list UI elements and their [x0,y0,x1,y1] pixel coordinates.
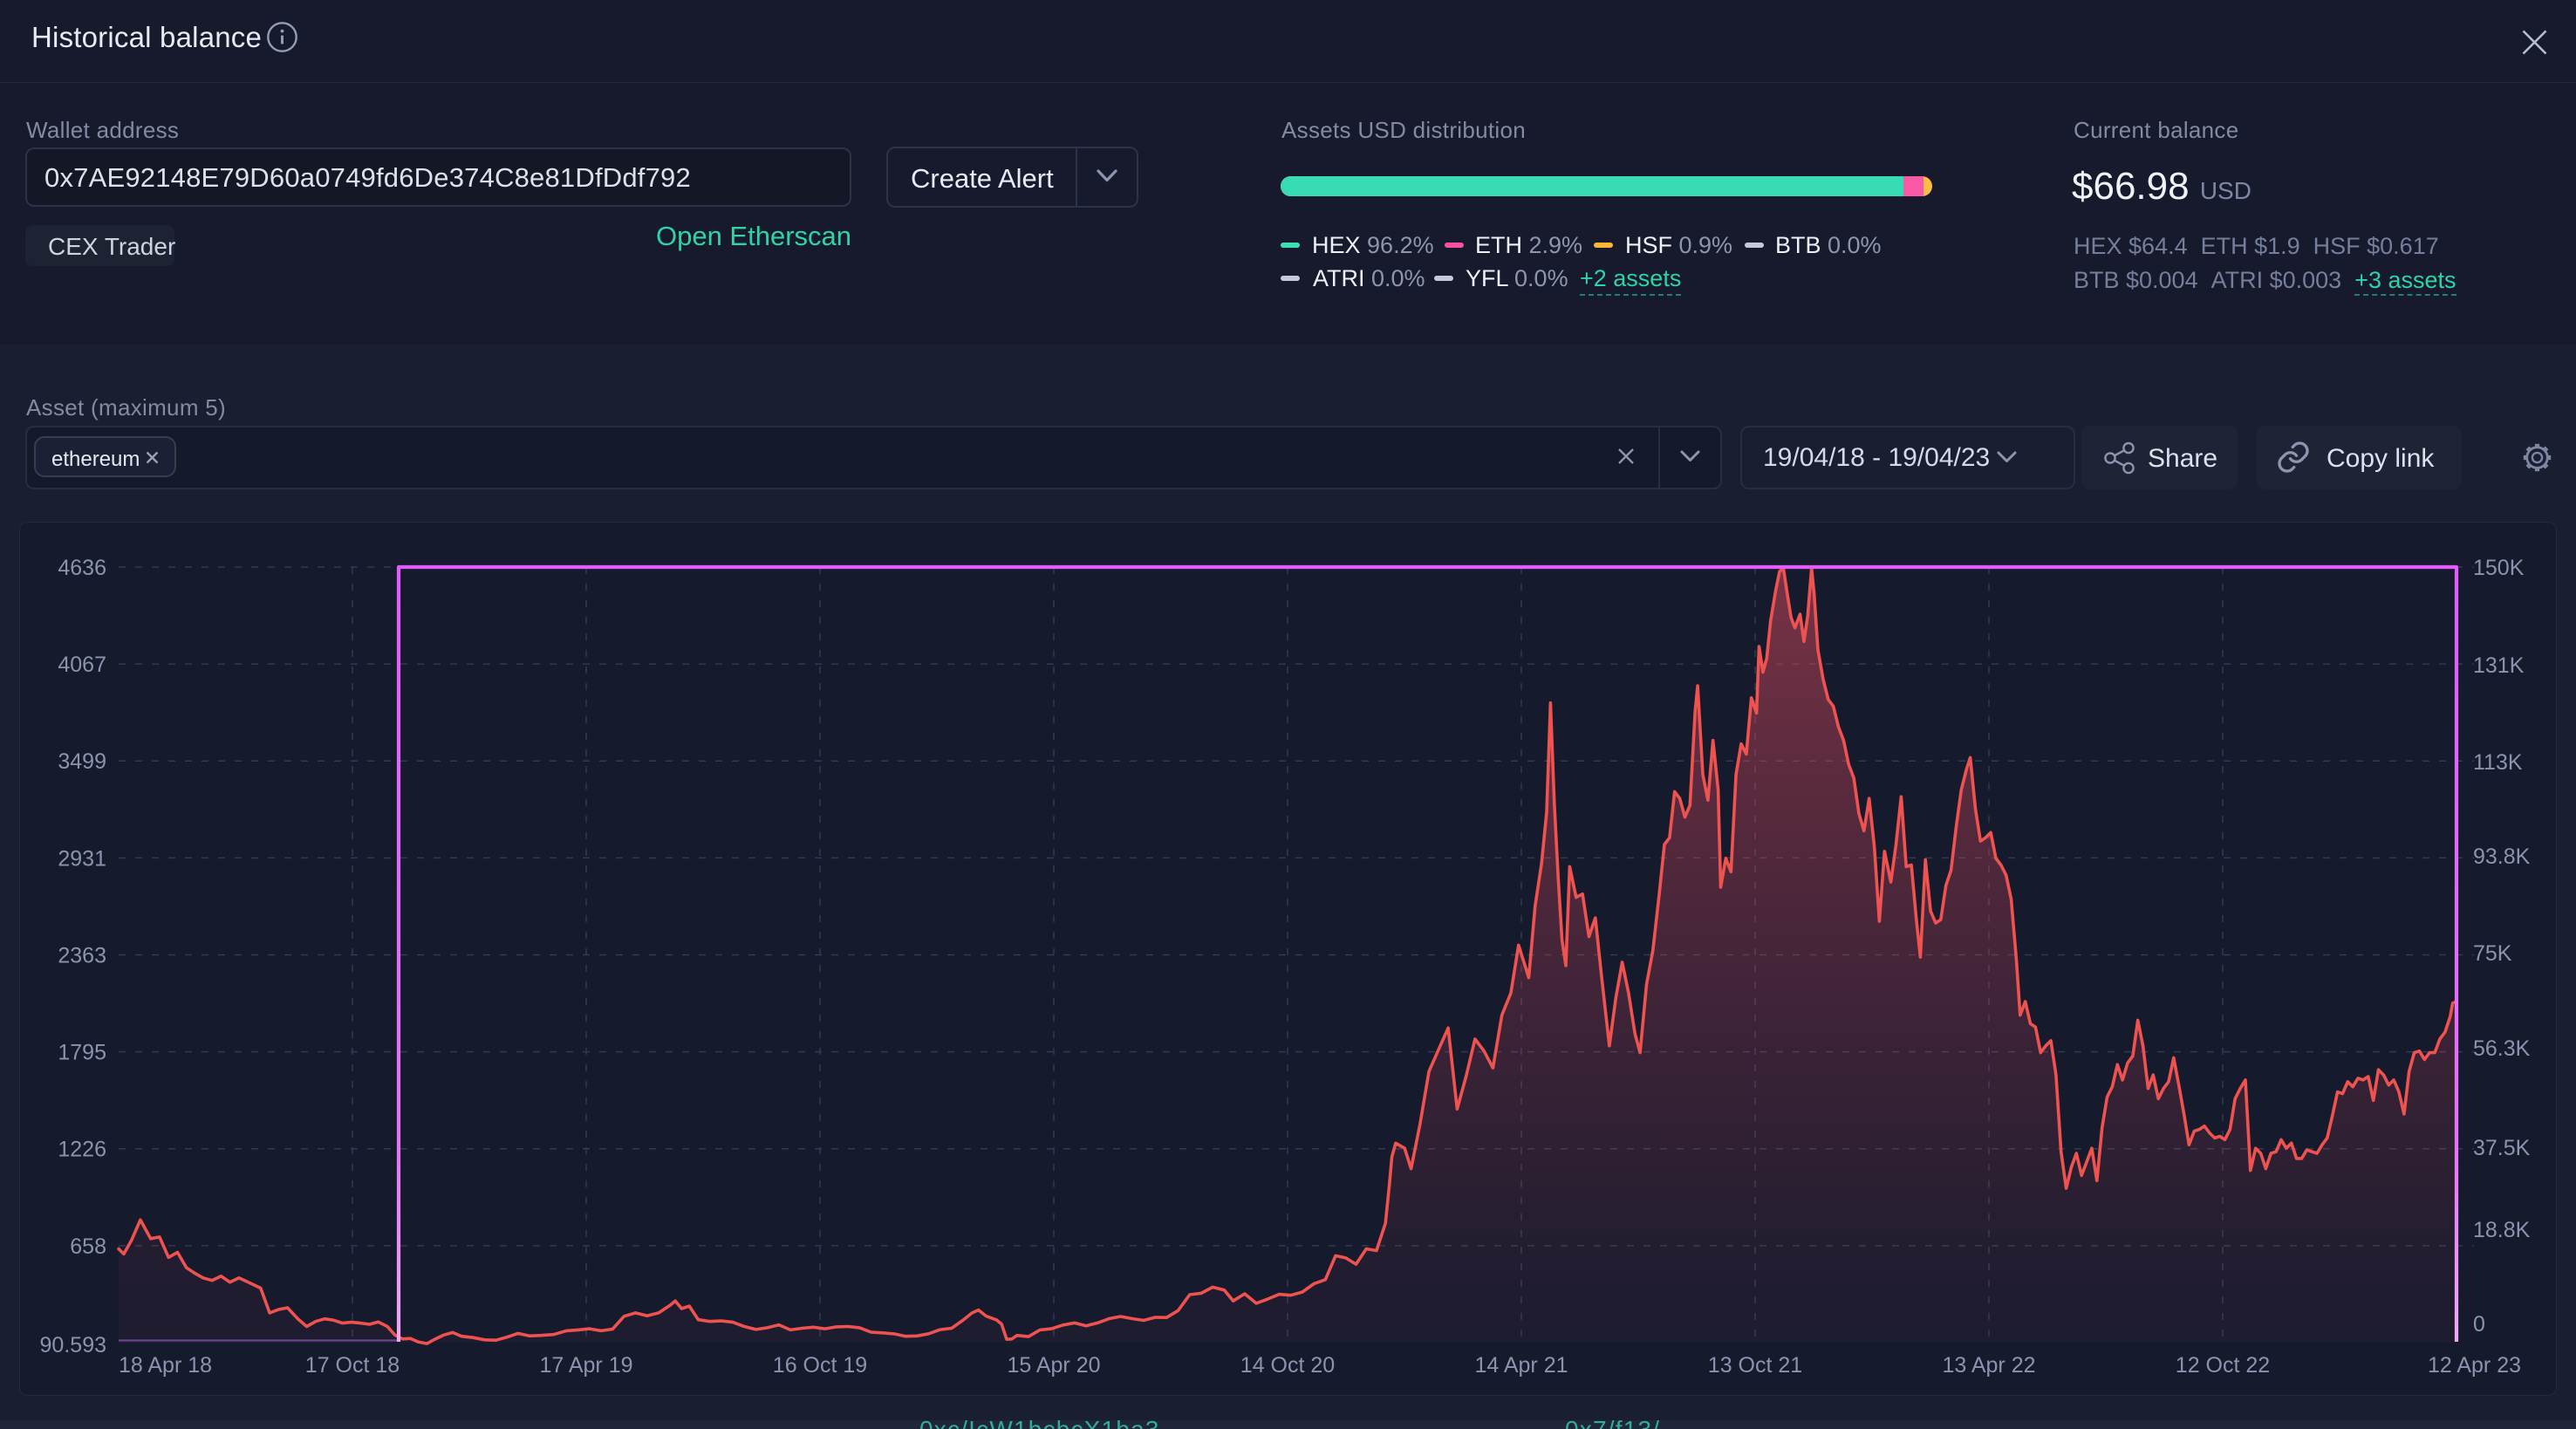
svg-text:3499: 3499 [58,749,106,774]
svg-text:37.5K: 37.5K [2473,1136,2531,1160]
svg-text:4067: 4067 [58,653,106,677]
svg-text:0: 0 [2473,1312,2485,1337]
svg-text:658: 658 [70,1234,106,1259]
svg-text:17 Oct 18: 17 Oct 18 [305,1353,400,1378]
svg-text:2363: 2363 [58,944,106,968]
svg-text:56.3K: 56.3K [2473,1036,2531,1061]
svg-text:13 Oct 21: 13 Oct 21 [1708,1353,1802,1378]
svg-text:16 Oct 19: 16 Oct 19 [773,1353,867,1378]
svg-text:4636: 4636 [58,556,106,580]
svg-text:15 Apr 20: 15 Apr 20 [1007,1353,1100,1378]
svg-text:12 Apr 23: 12 Apr 23 [2428,1353,2521,1378]
svg-text:90.593: 90.593 [40,1333,106,1357]
svg-text:1795: 1795 [58,1041,106,1065]
svg-text:14 Apr 21: 14 Apr 21 [1474,1353,1568,1378]
svg-text:18.8K: 18.8K [2473,1218,2531,1242]
svg-text:131K: 131K [2473,653,2525,678]
svg-text:18 Apr 18: 18 Apr 18 [119,1353,212,1378]
svg-text:93.8K: 93.8K [2473,844,2531,869]
svg-text:113K: 113K [2473,750,2523,775]
svg-text:150K: 150K [2473,556,2525,580]
svg-text:14 Oct 20: 14 Oct 20 [1240,1353,1335,1378]
svg-text:1226: 1226 [58,1138,106,1162]
svg-text:12 Oct 22: 12 Oct 22 [2176,1353,2270,1378]
svg-text:75K: 75K [2473,941,2512,966]
svg-text:13 Apr 22: 13 Apr 22 [1942,1353,2035,1378]
svg-text:17 Apr 19: 17 Apr 19 [539,1353,632,1378]
svg-text:2931: 2931 [58,846,106,871]
